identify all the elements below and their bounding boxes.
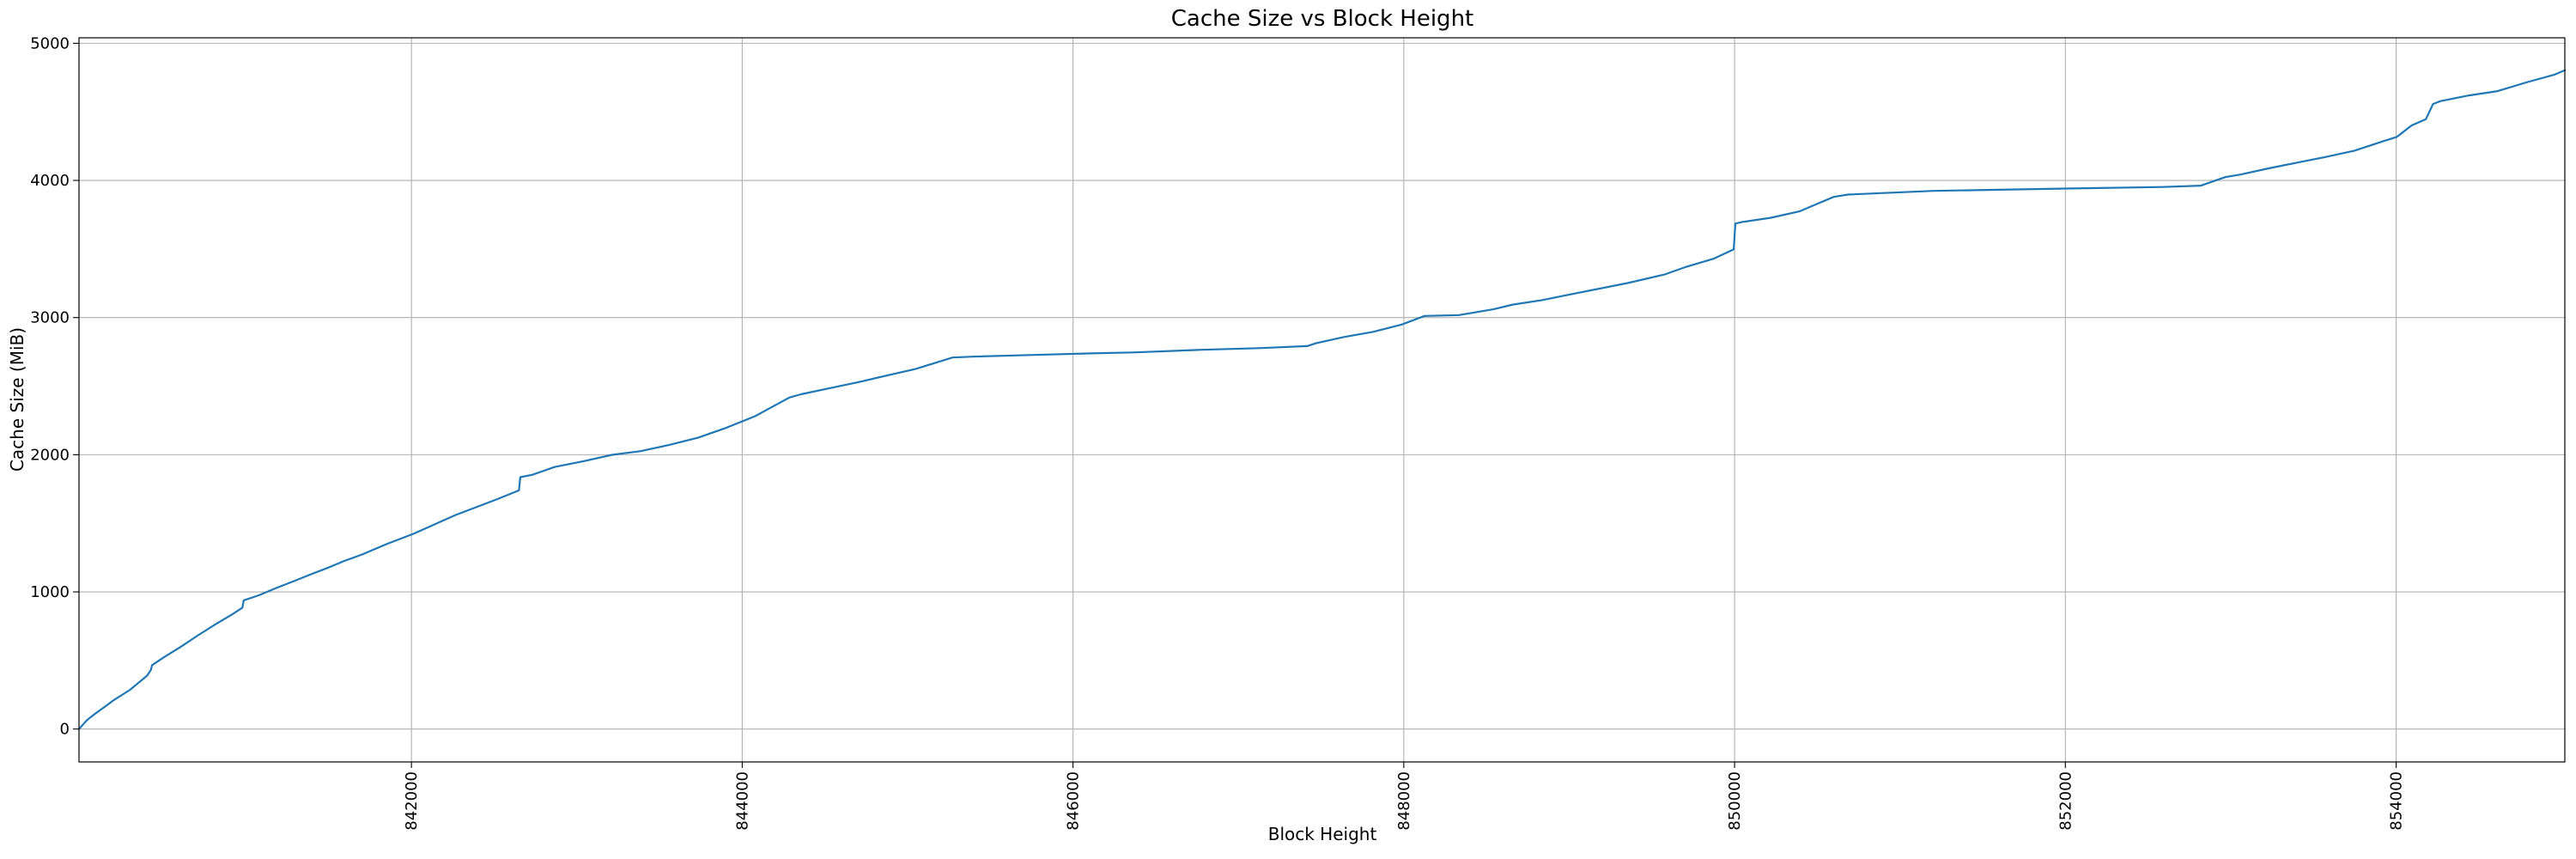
y-tick-label: 0 <box>60 721 70 739</box>
y-tick-label: 5000 <box>30 34 70 52</box>
data-line-cache-size <box>77 69 2567 730</box>
chart-title: Cache Size vs Block Height <box>1171 6 1474 32</box>
y-tick-label: 4000 <box>30 172 70 190</box>
y-tick-label: 3000 <box>30 309 70 327</box>
x-tick-label: 854000 <box>2388 771 2406 831</box>
x-tick-label: 850000 <box>1726 771 1744 831</box>
x-tick-label: 846000 <box>1065 771 1083 831</box>
x-axis-label: Block Height <box>1268 824 1377 844</box>
x-tick-label: 852000 <box>2057 771 2075 831</box>
x-tick-label: 844000 <box>733 771 751 831</box>
y-tick-label: 1000 <box>30 583 70 601</box>
plot-border <box>78 37 2566 763</box>
x-tick-label: 842000 <box>403 771 421 831</box>
tick-layer: 842000 844000 846000 848000 850000 852000 8540… <box>30 34 2405 830</box>
x-tick-label: 848000 <box>1395 771 1413 831</box>
y-tick-label: 2000 <box>30 446 70 464</box>
series-layer <box>77 69 2567 730</box>
y-axis-label: Cache Size (MiB) <box>7 327 27 472</box>
grid-layer <box>79 38 2565 762</box>
